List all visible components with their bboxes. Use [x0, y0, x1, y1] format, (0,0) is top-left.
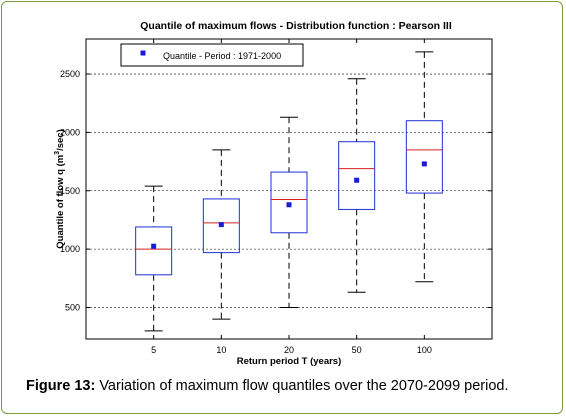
caption-label: Figure 13: — [26, 378, 96, 394]
figure-caption: Figure 13: Variation of maximum flow qua… — [26, 378, 546, 394]
box — [338, 141, 376, 210]
legend-box — [120, 43, 304, 67]
y-tick-label: 500 — [65, 302, 80, 312]
box — [270, 171, 308, 234]
x-tick-label: 10 — [216, 345, 226, 355]
x-axis-label: Return period T (years) — [237, 356, 342, 367]
x-tick-label: 100 — [417, 345, 432, 355]
legend: Quantile - Period : 1971-2000 — [120, 43, 304, 67]
legend-marker — [140, 50, 146, 56]
quantile-marker — [354, 177, 360, 183]
quantile-marker — [218, 222, 224, 228]
caption-text: Variation of maximum flow quantiles over… — [95, 378, 509, 394]
x-tick-label: 20 — [284, 345, 294, 355]
quantile-marker — [286, 202, 292, 208]
quantile-marker — [151, 243, 157, 249]
legend-label: Quantile - Period : 1971-2000 — [163, 51, 281, 61]
quantile-marker — [421, 161, 427, 167]
y-tick-label: 1000 — [60, 244, 80, 254]
box — [135, 226, 173, 276]
y-tick-label: 2000 — [60, 127, 80, 137]
chart-title: Quantile of maximum flows - Distribution… — [140, 20, 452, 32]
x-tick-label: 5 — [151, 345, 156, 355]
y-axis-label: Quantile of flow q (m3/sec) — [54, 129, 66, 249]
box — [202, 198, 240, 254]
boxplot-chart: Quantile of maximum flows - Distribution… — [54, 20, 493, 367]
x-tick-label: 50 — [352, 345, 362, 355]
box — [405, 120, 443, 194]
y-tick-label: 1500 — [60, 186, 80, 196]
y-tick-label: 2500 — [60, 69, 80, 79]
